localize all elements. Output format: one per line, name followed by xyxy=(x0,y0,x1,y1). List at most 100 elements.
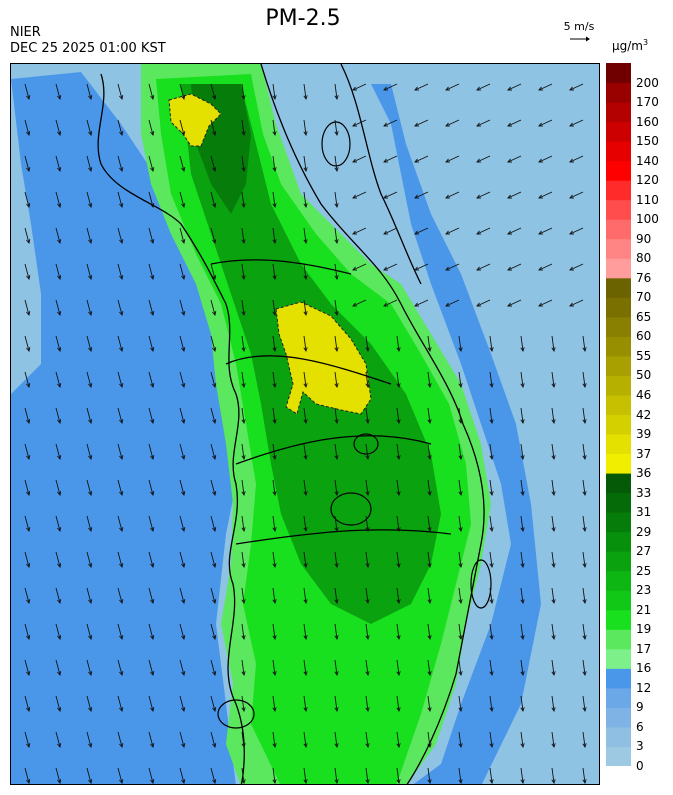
colorbar-tick-label: 19 xyxy=(636,622,652,637)
wind-arrow-icon xyxy=(55,155,62,172)
wind-arrow-icon xyxy=(507,299,522,307)
wind-arrow-icon xyxy=(334,731,339,749)
unit-exponent: 3 xyxy=(642,38,649,47)
wind-arrow-icon xyxy=(334,83,339,101)
wind-arrow-icon xyxy=(396,659,401,677)
wind-arrow-icon xyxy=(303,659,308,677)
colorbar-swatch xyxy=(606,453,631,474)
wind-arrow-icon xyxy=(334,659,339,677)
wind-arrow-icon xyxy=(241,299,246,317)
wind-arrow-icon xyxy=(427,443,432,461)
colorbar-tick-label: 36 xyxy=(636,466,652,481)
wind-arrow-icon xyxy=(55,695,62,712)
wind-arrow-icon xyxy=(86,371,93,388)
wind-arrow-icon xyxy=(303,623,308,641)
colorbar-swatch xyxy=(606,336,631,357)
colorbar-tick-label: 200 xyxy=(636,75,659,90)
wind-arrow-icon xyxy=(241,155,246,173)
wind-arrow-icon xyxy=(334,443,339,461)
wind-arrow-icon xyxy=(272,731,277,749)
wind-arrow-icon xyxy=(582,407,587,425)
wind-arrow-icon xyxy=(520,695,525,713)
wind-arrow-icon xyxy=(414,83,429,91)
wind-arrow-icon xyxy=(414,191,429,199)
colorbar-swatch xyxy=(606,726,631,747)
wind-arrow-icon xyxy=(383,191,398,199)
colorbar-swatch xyxy=(606,355,631,376)
forecast-datetime: DEC 25 2025 01:00 KST xyxy=(10,41,166,56)
island-2 xyxy=(330,492,372,526)
colorbar-tick-label: 27 xyxy=(636,544,652,559)
wind-vectors xyxy=(24,83,587,784)
wind-arrow-icon xyxy=(117,371,124,388)
colorbar-tick-label: 25 xyxy=(636,563,652,578)
wind-arrow-icon xyxy=(427,479,432,497)
wind-arrow-icon xyxy=(334,371,339,389)
wind-arrow-icon xyxy=(55,479,62,496)
province-border-4 xyxy=(235,529,452,545)
wind-arrow-icon xyxy=(148,623,155,640)
colorbar-tick-label: 31 xyxy=(636,505,652,520)
wind-arrow-icon xyxy=(445,119,460,127)
colorbar-swatch xyxy=(606,687,631,708)
wind-arrow-icon xyxy=(383,83,398,91)
colorbar-swatch xyxy=(606,258,631,279)
wind-arrow-icon xyxy=(352,155,367,163)
wind-arrow-icon xyxy=(365,695,370,713)
wind-arrow-icon xyxy=(396,551,401,569)
colorbar-tick-label: 39 xyxy=(636,427,652,442)
wind-arrow-icon xyxy=(210,335,217,352)
wind-arrow-icon xyxy=(538,227,553,235)
colorbar-swatch xyxy=(606,531,631,552)
wind-arrow-icon xyxy=(489,407,494,425)
wind-arrow-icon xyxy=(303,155,308,173)
wind-arrow-icon xyxy=(383,263,398,271)
wind-arrow-icon xyxy=(365,551,370,569)
wind-arrow-icon xyxy=(476,119,491,127)
wind-arrow-icon xyxy=(489,371,494,389)
wind-arrow-icon xyxy=(396,335,401,353)
wind-arrow-icon xyxy=(241,515,246,533)
wind-arrow-icon xyxy=(352,263,367,271)
wind-arrow-icon xyxy=(55,83,62,100)
wind-arrow-icon xyxy=(86,263,93,280)
wind-arrow-icon xyxy=(582,479,587,497)
wind-arrow-icon xyxy=(24,479,31,496)
wind-arrow-icon xyxy=(241,371,246,389)
wind-arrow-icon xyxy=(396,479,401,497)
wind-arrow-icon xyxy=(458,479,463,497)
colorbar-tick-label: 42 xyxy=(636,407,652,422)
wind-arrow-icon xyxy=(303,695,308,713)
wind-arrow-icon xyxy=(383,155,398,163)
wind-arrow-icon xyxy=(303,515,308,533)
wind-arrow-icon xyxy=(476,191,491,199)
wind-arrow-icon xyxy=(520,551,525,569)
islands xyxy=(217,121,492,729)
colorbar-tick-label: 120 xyxy=(636,173,659,188)
wind-arrow-icon xyxy=(445,227,460,235)
wind-arrow-icon xyxy=(86,299,93,316)
wind-arrow-icon xyxy=(86,443,93,460)
wind-arrow-icon xyxy=(489,479,494,497)
wind-arrow-icon xyxy=(489,515,494,533)
wind-arrow-icon xyxy=(582,515,587,533)
wind-arrow-icon xyxy=(148,767,155,784)
wind-arrow-icon xyxy=(210,443,217,460)
wind-arrow-icon xyxy=(272,155,277,173)
wind-arrow-icon xyxy=(272,515,277,533)
wind-arrow-icon xyxy=(55,515,62,532)
wind-arrow-icon xyxy=(445,155,460,163)
colorbar-swatch xyxy=(606,297,631,318)
wind-arrow-icon xyxy=(24,191,31,208)
wind-arrow-icon xyxy=(55,587,62,604)
wind-arrow-icon xyxy=(179,191,186,208)
wind-arrow-icon xyxy=(210,407,217,424)
wind-arrow-icon xyxy=(24,695,31,712)
wind-arrow-icon xyxy=(179,119,186,136)
central-hotspot xyxy=(275,301,372,415)
wind-arrow-icon xyxy=(551,515,556,533)
wind-arrow-icon xyxy=(24,263,31,280)
wind-arrow-icon xyxy=(148,407,155,424)
colorbar-swatch xyxy=(606,570,631,591)
concentration-field xyxy=(11,64,599,784)
